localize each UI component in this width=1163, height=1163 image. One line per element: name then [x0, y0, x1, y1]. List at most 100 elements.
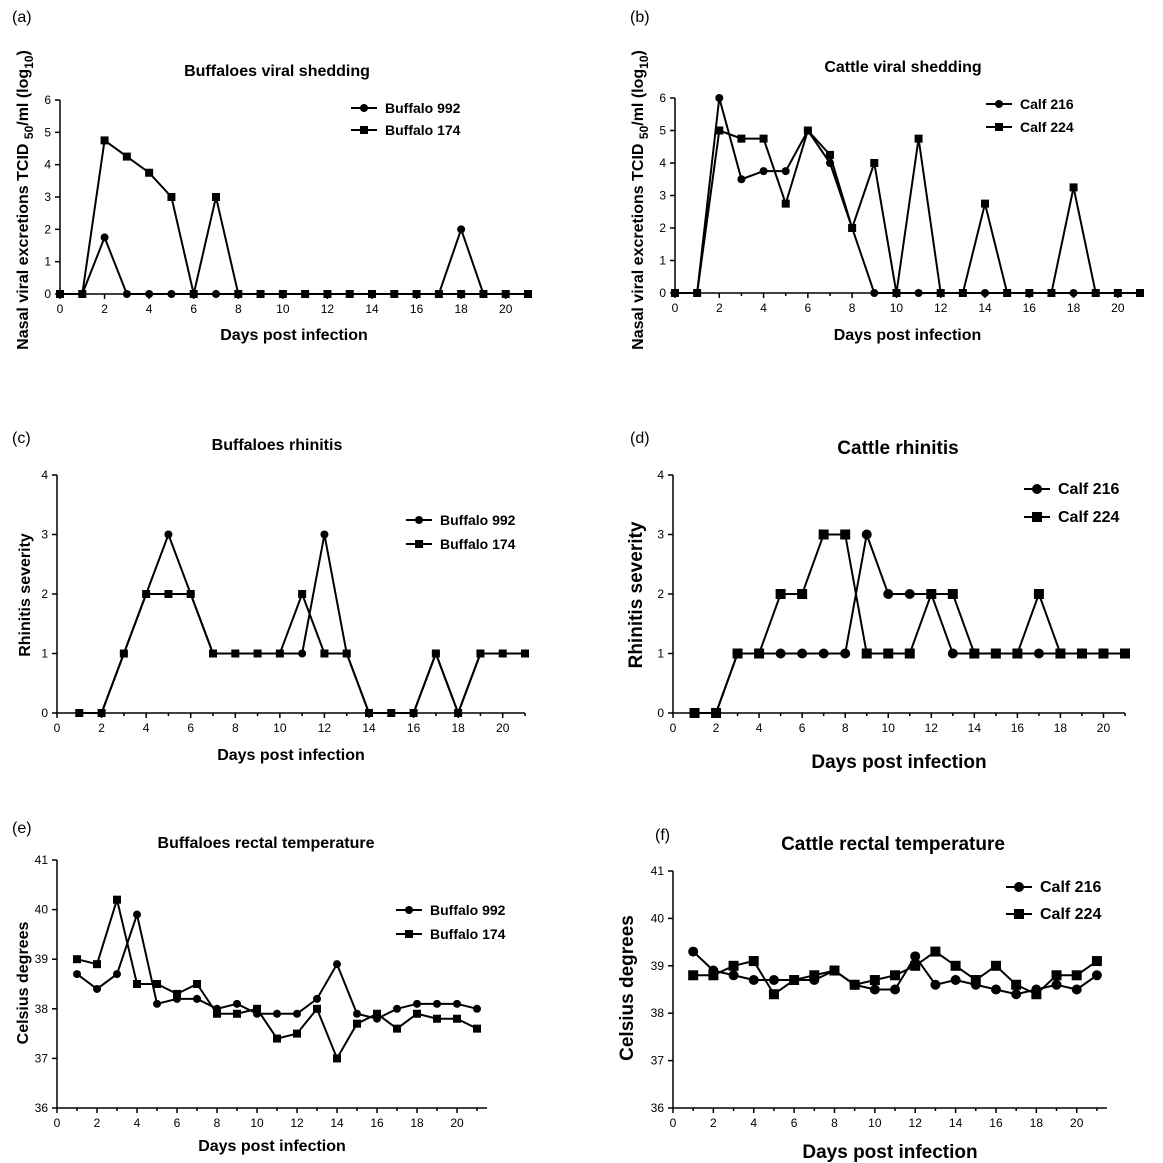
data-point — [1120, 648, 1130, 659]
data-point — [775, 589, 786, 599]
data-point — [142, 590, 151, 598]
data-point — [1011, 989, 1022, 1000]
x-tick-label: 2 — [716, 301, 723, 315]
legend-label: Buffalo 174 — [430, 926, 506, 942]
data-point — [521, 649, 529, 658]
chart-title: Buffaloes rhinitis — [212, 437, 343, 454]
legend-label: Calf 224 — [1020, 119, 1074, 135]
y-tick-label: 3 — [659, 189, 666, 203]
x-tick-label: 10 — [250, 1116, 264, 1130]
data-point — [345, 290, 354, 298]
series-line — [694, 533, 1125, 714]
data-point — [1055, 648, 1066, 659]
data-point — [883, 648, 894, 659]
x-tick-label: 0 — [672, 301, 679, 315]
y-tick-label: 37 — [651, 1054, 665, 1068]
x-tick-label: 20 — [1097, 721, 1111, 735]
data-point — [164, 590, 173, 598]
data-point — [333, 960, 341, 969]
x-axis-title: Days post infection — [834, 327, 982, 344]
legend-entry: Buffalo 174 — [396, 926, 506, 942]
x-tick-label: 14 — [362, 721, 376, 735]
data-point — [797, 589, 808, 599]
x-tick-label: 6 — [805, 301, 812, 315]
y-tick-label: 3 — [44, 190, 51, 204]
legend-label: Calf 216 — [1040, 879, 1101, 896]
x-tick-label: 0 — [54, 721, 61, 735]
x-tick-label: 2 — [94, 1116, 101, 1130]
x-tick-label: 6 — [174, 1116, 181, 1130]
data-point — [93, 960, 101, 969]
data-point — [890, 984, 901, 995]
data-point — [803, 126, 812, 135]
x-tick-label: 4 — [760, 301, 767, 315]
data-point — [1136, 289, 1144, 297]
data-point — [1071, 970, 1082, 981]
x-tick-label: 4 — [146, 302, 153, 316]
series-buffalo-992 — [56, 225, 532, 298]
data-point — [715, 126, 724, 135]
data-point — [870, 289, 879, 297]
data-point — [768, 989, 779, 1000]
x-tick-label: 18 — [410, 1116, 424, 1130]
data-point — [1098, 648, 1109, 659]
data-point — [412, 290, 421, 298]
y-axis-title: Rhinitis severity — [626, 521, 647, 668]
data-point — [969, 648, 980, 659]
legend-label: Calf 216 — [1058, 481, 1119, 498]
y-tick-label: 2 — [657, 587, 664, 601]
data-point — [473, 1024, 481, 1033]
data-point — [209, 649, 217, 658]
legend-entry: Buffalo 174 — [351, 122, 461, 138]
y-tick-label: 4 — [657, 468, 664, 482]
data-point — [313, 1004, 321, 1013]
data-point — [457, 225, 466, 234]
data-point — [298, 590, 307, 598]
data-point — [818, 648, 829, 659]
y-tick-label: 38 — [35, 1002, 49, 1016]
legend-entry: Calf 216 — [986, 96, 1074, 112]
x-tick-label: 16 — [410, 302, 424, 316]
data-point — [122, 290, 131, 298]
x-axis-title: Days post infection — [217, 747, 365, 764]
legend-entry: Calf 224 — [1006, 906, 1101, 923]
data-point — [193, 980, 201, 988]
data-point — [212, 290, 220, 298]
panel-label: (d) — [630, 430, 650, 447]
legend-marker — [995, 123, 1003, 131]
data-point — [1003, 289, 1012, 297]
data-point — [1091, 956, 1102, 967]
data-point — [498, 649, 507, 658]
data-point — [413, 999, 421, 1008]
data-point — [849, 979, 860, 990]
legend-marker — [1032, 512, 1042, 522]
y-tick-label: 0 — [659, 286, 666, 300]
legend-marker — [415, 540, 423, 548]
legend-marker — [360, 104, 368, 112]
data-point — [950, 960, 961, 971]
legend-label: Calf 224 — [1040, 906, 1101, 923]
data-point — [1051, 970, 1062, 981]
x-tick-label: 18 — [451, 721, 465, 735]
data-point — [145, 290, 154, 298]
data-point — [936, 289, 945, 297]
data-point — [189, 290, 198, 298]
y-tick-label: 3 — [657, 528, 664, 542]
data-point — [990, 984, 1001, 995]
data-point — [689, 708, 700, 718]
legend-marker — [1014, 882, 1024, 892]
y-tick-label: 36 — [651, 1101, 665, 1115]
panel-label: (b) — [630, 9, 650, 26]
x-tick-label: 4 — [134, 1116, 141, 1130]
legend-entry: Buffalo 992 — [396, 902, 506, 918]
series-line — [675, 128, 1140, 294]
data-point — [732, 648, 743, 659]
x-tick-label: 10 — [276, 302, 290, 316]
data-point — [914, 134, 923, 143]
data-point — [781, 167, 790, 176]
data-point — [693, 289, 702, 297]
data-point — [1071, 984, 1082, 995]
x-tick-label: 6 — [187, 721, 194, 735]
data-point — [75, 709, 84, 717]
